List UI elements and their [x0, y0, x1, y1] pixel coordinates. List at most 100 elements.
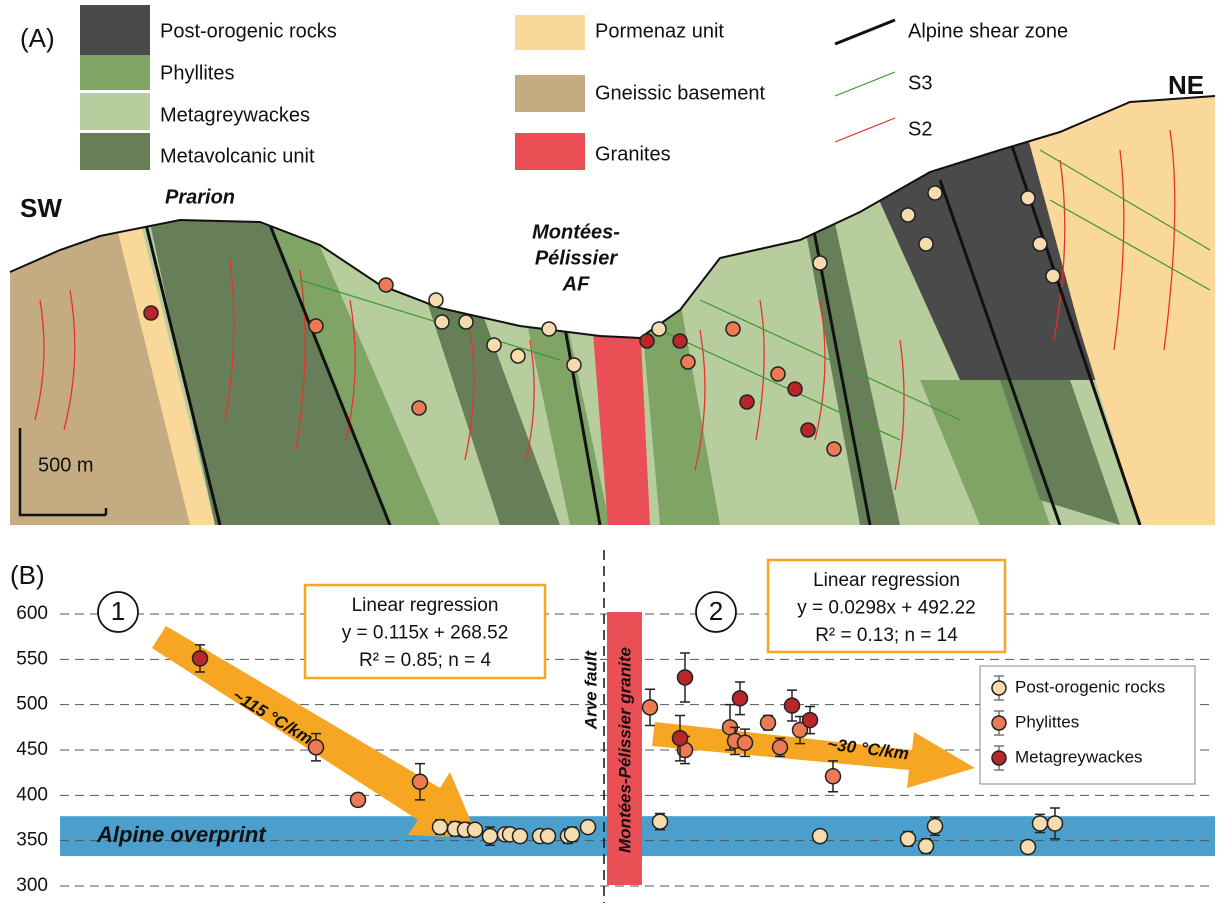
error-cap	[311, 732, 321, 762]
structure-label: Alpine shear zone	[908, 20, 1068, 42]
data-point	[349, 791, 367, 809]
gradient-arrows	[152, 626, 975, 838]
legend-label: Post-orogenic rocks	[1015, 677, 1165, 696]
scale-label: 500 m	[38, 454, 94, 476]
regression-text: Linear regression	[813, 570, 960, 591]
error-cap	[485, 826, 495, 846]
regression-text: Linear regression	[352, 595, 499, 616]
legend-swatch	[515, 133, 585, 170]
legend-swatch	[80, 133, 150, 170]
legend-swatch	[515, 75, 585, 112]
error-cap	[740, 728, 750, 758]
y-tick-label: 350	[16, 830, 48, 851]
data-point	[824, 768, 842, 785]
data-point	[917, 837, 935, 855]
data-point	[481, 827, 499, 845]
topography	[9, 95, 1216, 340]
legend-swatch	[80, 93, 150, 130]
data-point	[731, 690, 749, 707]
error-cap	[735, 681, 745, 716]
y-tick-label: 600	[16, 603, 48, 624]
legend-label: Pormenaz unit	[595, 20, 724, 42]
data-point	[801, 711, 819, 729]
y-tick-label: 400	[16, 784, 48, 805]
band-label: Alpine overprint	[96, 822, 267, 847]
error-cap	[415, 762, 425, 801]
error-cap	[930, 816, 940, 836]
error-cap	[1035, 813, 1045, 834]
data-point	[759, 714, 777, 732]
regression-box	[766, 558, 1007, 654]
structure-label: S3	[908, 72, 932, 94]
sw-label: SW	[20, 193, 62, 223]
data-point	[511, 827, 529, 845]
y-tick-label: 550	[16, 648, 48, 669]
error-cap	[730, 726, 740, 756]
sample-dots	[143, 185, 1061, 457]
zone-number: 1	[111, 596, 125, 626]
fault-label: Arve fault	[581, 649, 600, 730]
data-point	[1031, 815, 1049, 832]
data-point	[899, 830, 917, 848]
legend-label: Granites	[595, 143, 671, 165]
data-point	[1019, 838, 1037, 856]
data-point	[641, 699, 659, 716]
zone-marker	[695, 591, 737, 633]
data-point	[466, 821, 484, 839]
error-cap	[805, 705, 815, 735]
error-cap	[1050, 807, 1060, 840]
error-cap	[725, 703, 735, 751]
fault-label: AF	[562, 273, 590, 295]
data-point	[539, 827, 557, 845]
legend-label: Gneissic basement	[595, 82, 766, 104]
legend-label: Metagreywackes	[1015, 747, 1143, 766]
regression-text: R² = 0.85; n = 4	[359, 650, 491, 671]
error-cap	[787, 689, 797, 722]
error-cap	[775, 737, 785, 758]
legend-marker	[991, 750, 1007, 766]
data-point	[411, 773, 429, 790]
legend-label: Metavolcanic unit	[160, 145, 315, 167]
scale-bar	[18, 428, 108, 517]
data-point	[811, 827, 829, 845]
data-point	[926, 817, 944, 835]
legend-marker	[991, 680, 1007, 696]
y-tick-label: 300	[16, 875, 48, 896]
y-tick-label: 450	[16, 739, 48, 760]
data-point	[563, 826, 581, 843]
legend-label: Metagreywackes	[160, 104, 310, 126]
error-cap	[828, 760, 838, 793]
zone-number: 2	[709, 596, 723, 626]
structure-symbol	[834, 71, 896, 97]
legend-swatch	[80, 55, 150, 90]
data-point	[676, 669, 694, 686]
structure-label: S2	[908, 118, 932, 140]
data-point	[1046, 815, 1064, 832]
legend-swatch	[80, 5, 150, 55]
data-point	[771, 739, 789, 756]
data-point	[431, 818, 449, 836]
regression-box	[303, 583, 547, 680]
data-point	[307, 739, 325, 756]
regression-text: y = 0.0298x + 492.22	[797, 598, 976, 619]
regression-text: R² = 0.13; n = 14	[815, 625, 958, 646]
granite-bar	[607, 612, 642, 885]
data-point	[783, 697, 801, 714]
data-point	[791, 721, 809, 739]
fault-label: Montées-	[532, 221, 620, 243]
structure-symbol	[834, 117, 896, 143]
data-point	[736, 734, 754, 751]
panel-label: (A)	[20, 23, 55, 53]
legend-swatch	[515, 15, 585, 50]
data-point	[191, 650, 209, 667]
panel-label: (B)	[10, 560, 45, 590]
legend-label: Phylittes	[1015, 712, 1079, 731]
data-point	[671, 729, 689, 747]
legend-label: Post-orogenic rocks	[160, 20, 337, 42]
fault-label: Pélissier	[535, 247, 619, 269]
structure-symbol	[834, 18, 896, 46]
granite-label: Montées-Pélissier granite	[615, 647, 634, 853]
y-tick-label: 500	[16, 694, 48, 715]
